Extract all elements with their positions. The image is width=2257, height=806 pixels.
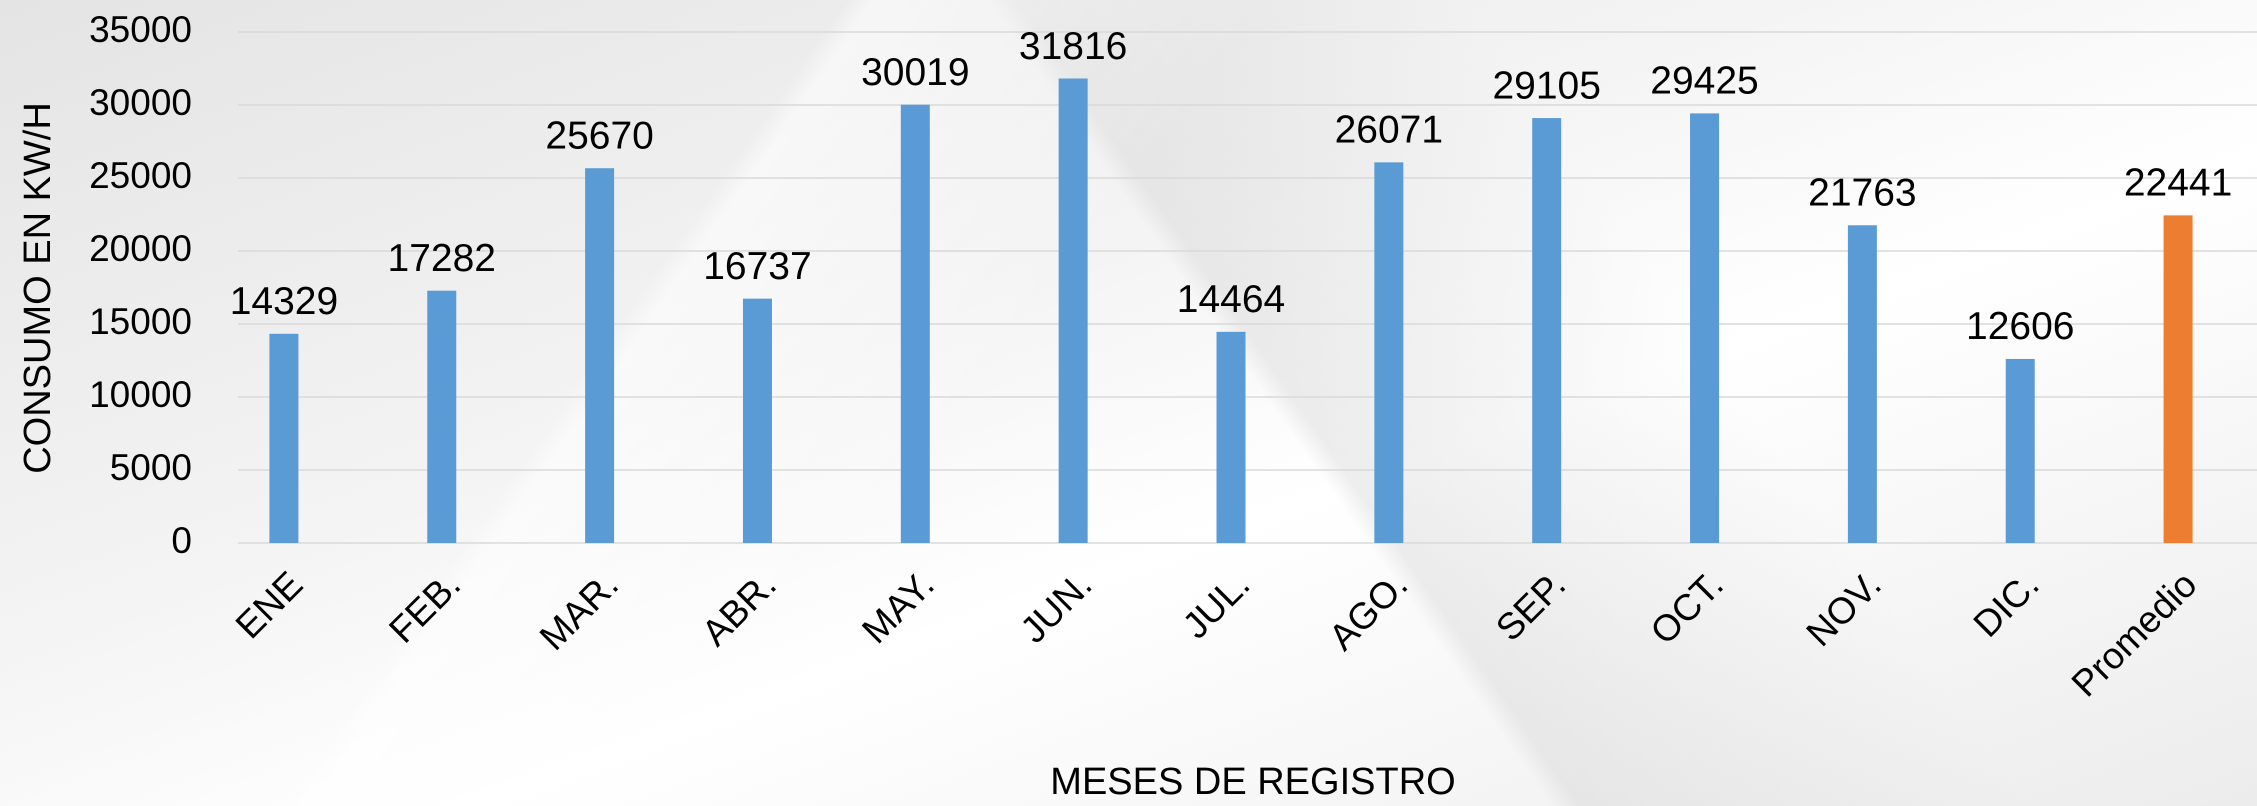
data-label: 30019 xyxy=(861,51,969,94)
y-tick-label: 30000 xyxy=(89,82,192,123)
data-label: 14464 xyxy=(1177,278,1285,321)
x-tick-label: JUL. xyxy=(1175,564,1258,647)
x-tick-label: DIC. xyxy=(1965,564,2046,645)
y-tick-label: 0 xyxy=(171,520,192,561)
x-tick-label: MAY. xyxy=(854,564,942,652)
x-tick-label: JUN. xyxy=(1013,564,1100,651)
data-label: 22441 xyxy=(2124,162,2232,205)
bar xyxy=(900,104,930,544)
bar xyxy=(742,298,772,543)
bar xyxy=(1532,118,1562,543)
y-tick-label: 15000 xyxy=(89,301,192,342)
x-tick-label: Promedio xyxy=(2064,564,2205,705)
x-tick-label: SEP. xyxy=(1488,564,1573,649)
bar xyxy=(585,168,615,543)
data-label: 31816 xyxy=(1019,25,1127,68)
bar xyxy=(2005,358,2035,543)
y-tick-label: 25000 xyxy=(89,155,192,196)
x-axis-title: MESES DE REGISTRO xyxy=(1050,761,1455,803)
bar xyxy=(1847,225,1877,543)
y-axis-title: CONSUMO EN KW/H xyxy=(17,102,59,474)
bar xyxy=(427,290,457,543)
x-tick-label: FEB. xyxy=(381,564,468,651)
x-tick-label: ABR. xyxy=(694,564,784,654)
bar xyxy=(2163,215,2193,544)
data-label: 26071 xyxy=(1335,109,1443,152)
data-label: 12606 xyxy=(1966,305,2074,348)
data-label: 17282 xyxy=(388,237,496,280)
y-tick-label: 20000 xyxy=(89,228,192,269)
bar xyxy=(1374,162,1404,543)
x-tick-label: AGO. xyxy=(1321,564,1415,658)
x-tick-label: ENE xyxy=(228,564,311,647)
data-label: 16737 xyxy=(703,245,811,288)
x-tick-label: OCT. xyxy=(1643,564,1732,653)
y-tick-label: 10000 xyxy=(89,374,192,415)
data-label: 29425 xyxy=(1650,60,1758,103)
y-tick-label: 5000 xyxy=(110,447,192,488)
data-label: 25670 xyxy=(545,115,653,158)
bar xyxy=(1216,331,1246,543)
bar xyxy=(1058,78,1088,544)
y-tick-label: 35000 xyxy=(89,9,192,50)
bar xyxy=(1690,113,1720,544)
data-label: 29105 xyxy=(1492,64,1600,107)
data-label: 14329 xyxy=(230,280,338,323)
data-label: 21763 xyxy=(1808,172,1916,215)
x-tick-label: MAR. xyxy=(532,564,626,658)
x-tick-label: NOV. xyxy=(1798,564,1889,655)
bar xyxy=(269,333,299,543)
